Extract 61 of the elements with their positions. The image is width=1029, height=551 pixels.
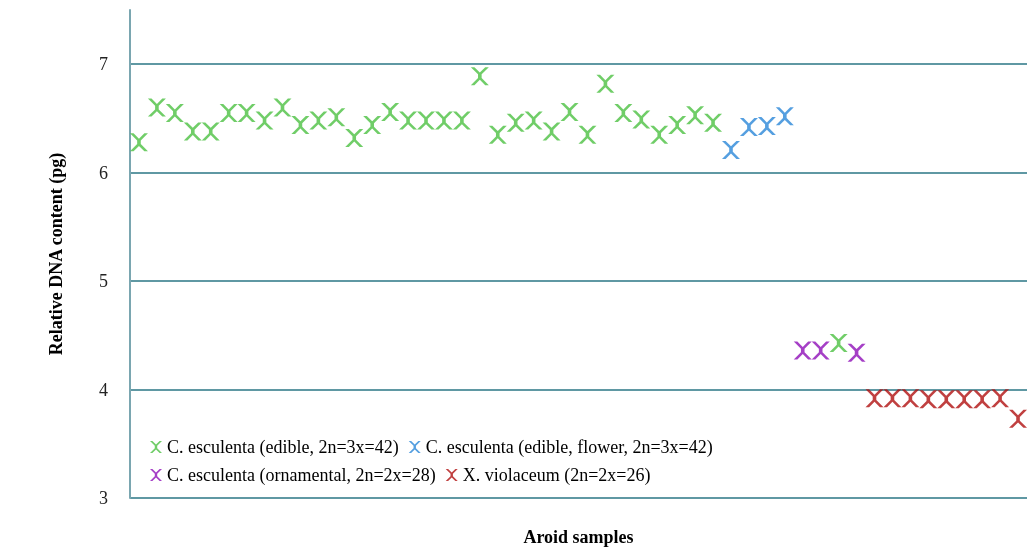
point	[614, 104, 633, 123]
point	[578, 125, 597, 144]
point	[973, 390, 992, 409]
point	[327, 108, 346, 127]
point	[470, 67, 489, 86]
point	[488, 125, 507, 144]
point	[452, 111, 471, 130]
point	[686, 106, 705, 125]
point	[147, 98, 166, 117]
point	[506, 113, 525, 132]
legend-label: C. esculenta (edible, 2n=3x=42)	[167, 437, 399, 458]
point	[937, 390, 956, 409]
y-tick-label: 4	[99, 379, 108, 400]
point	[955, 390, 974, 409]
point	[434, 111, 453, 130]
point	[219, 104, 238, 123]
y-tick-label: 6	[99, 162, 108, 183]
point	[811, 341, 830, 360]
y-tick-label: 7	[99, 54, 108, 75]
point	[273, 98, 292, 117]
point	[542, 122, 561, 141]
legend-label: C. esculenta (edible, flower, 2n=3x=42)	[425, 437, 713, 458]
point	[201, 122, 220, 141]
point	[757, 117, 776, 136]
point	[991, 389, 1010, 408]
point	[560, 102, 579, 121]
point	[363, 115, 382, 134]
point	[129, 133, 148, 152]
point	[309, 111, 328, 130]
point	[632, 110, 651, 129]
point	[901, 389, 920, 408]
point	[829, 333, 848, 352]
point	[524, 111, 543, 130]
point	[668, 115, 687, 134]
point	[704, 113, 723, 132]
point	[793, 341, 812, 360]
point	[739, 118, 758, 137]
point	[165, 104, 184, 123]
y-tick-label: 3	[99, 488, 108, 508]
point	[775, 107, 794, 126]
point	[255, 111, 274, 130]
point	[883, 389, 902, 408]
point	[1009, 409, 1028, 428]
point	[721, 140, 740, 159]
point	[291, 115, 310, 134]
point	[345, 128, 364, 147]
x-axis-title: Aroid samples	[523, 527, 634, 547]
point	[847, 343, 866, 362]
point	[417, 111, 436, 130]
point	[650, 125, 669, 144]
point	[381, 102, 400, 121]
legend-label: X. violaceum (2n=2x=26)	[462, 465, 651, 486]
point	[183, 122, 202, 141]
point	[237, 104, 256, 123]
legend-label: C. esculenta (ornamental, 2n=2x=28)	[167, 465, 436, 486]
y-tick-label: 5	[99, 271, 108, 292]
point	[919, 390, 938, 409]
point	[596, 74, 615, 93]
point	[399, 111, 418, 130]
y-axis-title: Relative DNA content (pg)	[46, 152, 67, 356]
point	[865, 389, 884, 408]
